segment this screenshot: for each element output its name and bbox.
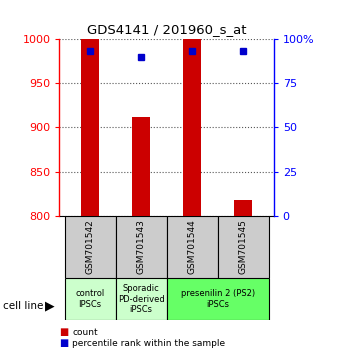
- Text: count: count: [72, 327, 98, 337]
- Text: control
IPSCs: control IPSCs: [75, 290, 105, 309]
- Text: GSM701544: GSM701544: [188, 219, 197, 274]
- Bar: [65, 278, 116, 320]
- Bar: [218, 216, 269, 278]
- Bar: [234, 200, 252, 216]
- Text: ■: ■: [59, 338, 69, 348]
- Bar: [183, 39, 201, 216]
- Bar: [116, 216, 167, 278]
- Text: Sporadic
PD-derived
iPSCs: Sporadic PD-derived iPSCs: [118, 284, 165, 314]
- Text: GSM701542: GSM701542: [86, 219, 95, 274]
- Bar: [132, 117, 150, 216]
- Text: presenilin 2 (PS2)
iPSCs: presenilin 2 (PS2) iPSCs: [181, 290, 255, 309]
- Bar: [81, 39, 99, 216]
- Text: GSM701545: GSM701545: [239, 219, 248, 274]
- Bar: [167, 278, 269, 320]
- Text: ■: ■: [59, 327, 69, 337]
- Title: GDS4141 / 201960_s_at: GDS4141 / 201960_s_at: [87, 23, 246, 36]
- Text: percentile rank within the sample: percentile rank within the sample: [72, 339, 225, 348]
- Bar: [65, 216, 116, 278]
- Text: GSM701543: GSM701543: [137, 219, 146, 274]
- Bar: [116, 278, 167, 320]
- Text: ▶: ▶: [45, 300, 54, 313]
- Bar: [167, 216, 218, 278]
- Text: cell line: cell line: [3, 301, 44, 311]
